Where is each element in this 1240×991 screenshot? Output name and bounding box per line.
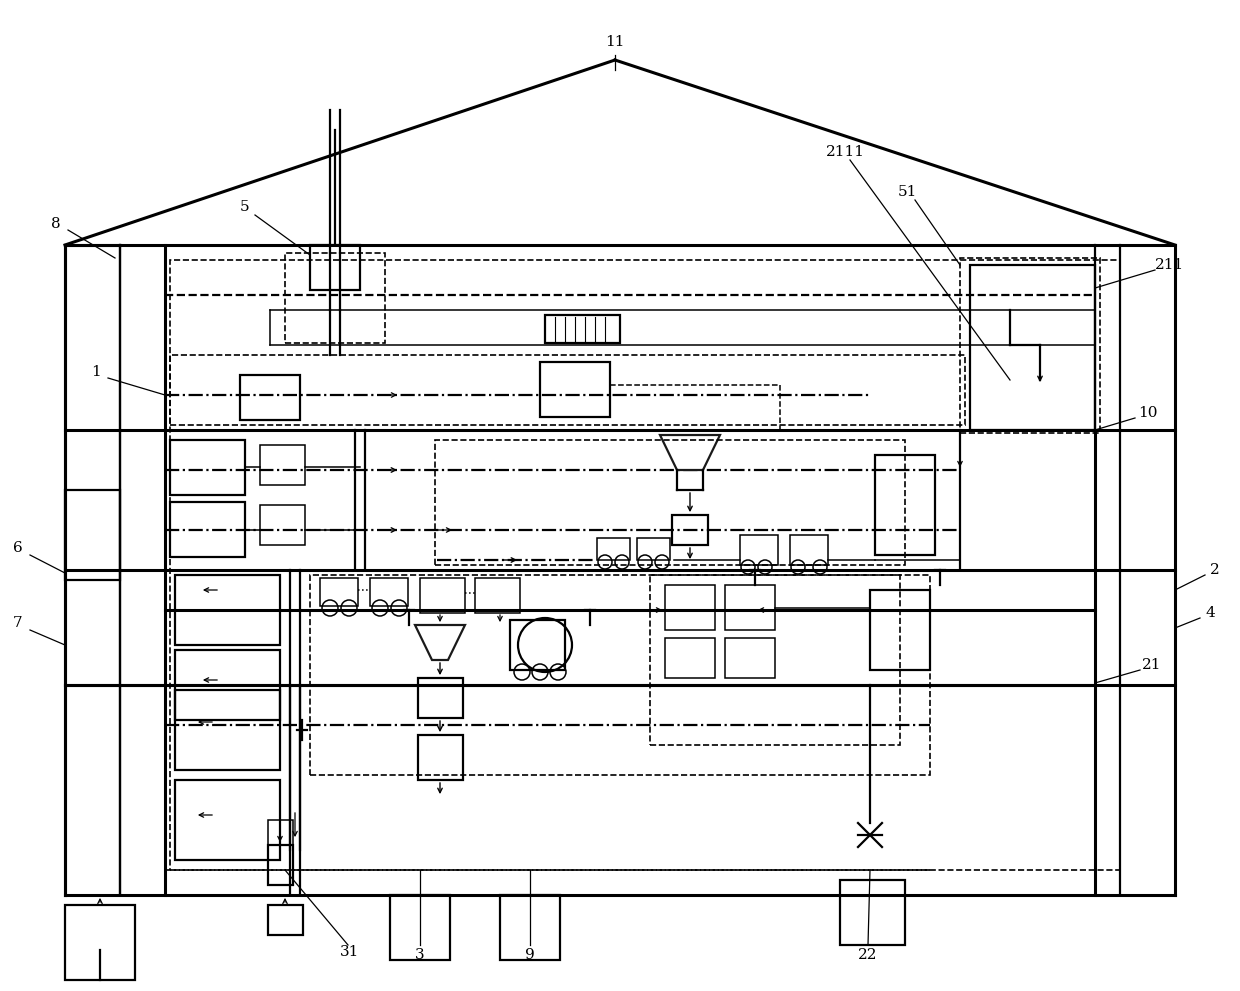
Bar: [310, 575, 930, 775]
Text: 22: 22: [858, 948, 878, 962]
Text: 1: 1: [91, 365, 100, 379]
Text: 2: 2: [1210, 563, 1220, 577]
Bar: [435, 440, 905, 565]
Text: 31: 31: [340, 945, 360, 959]
Bar: [310, 245, 360, 290]
Text: 6: 6: [14, 541, 22, 555]
Bar: [370, 578, 408, 606]
Bar: [64, 905, 135, 980]
Polygon shape: [660, 435, 720, 470]
Bar: [170, 502, 246, 557]
Bar: [650, 575, 900, 745]
Bar: [539, 362, 610, 417]
Bar: [418, 678, 463, 718]
Bar: [725, 585, 775, 630]
Bar: [839, 880, 905, 945]
Bar: [268, 905, 303, 935]
Bar: [64, 490, 120, 580]
Bar: [170, 260, 1120, 870]
Bar: [320, 578, 358, 606]
Bar: [268, 820, 293, 845]
Text: 10: 10: [1138, 406, 1158, 420]
Bar: [870, 590, 930, 670]
Text: 4: 4: [1205, 606, 1215, 620]
Bar: [260, 505, 305, 545]
Bar: [170, 355, 965, 425]
Bar: [970, 265, 1095, 430]
Text: 21: 21: [1142, 658, 1162, 672]
Text: 211: 211: [1156, 258, 1184, 272]
Text: 3: 3: [415, 948, 425, 962]
Bar: [960, 258, 1100, 433]
Bar: [665, 638, 715, 678]
Bar: [672, 515, 708, 545]
Bar: [665, 585, 715, 630]
Bar: [546, 315, 620, 343]
Bar: [175, 575, 280, 645]
Bar: [241, 375, 300, 420]
Bar: [170, 440, 246, 495]
Bar: [391, 895, 450, 960]
Bar: [475, 578, 520, 613]
Bar: [260, 445, 305, 485]
Bar: [725, 638, 775, 678]
Text: 7: 7: [14, 616, 22, 630]
Bar: [175, 650, 280, 720]
Text: 2111: 2111: [826, 145, 864, 159]
Bar: [420, 578, 465, 613]
Bar: [418, 735, 463, 780]
Bar: [637, 538, 670, 560]
Bar: [175, 780, 280, 860]
Text: 8: 8: [51, 217, 61, 231]
Text: 51: 51: [898, 185, 916, 199]
Bar: [790, 535, 828, 565]
Bar: [175, 690, 280, 770]
Bar: [740, 535, 777, 565]
Bar: [596, 538, 630, 560]
Text: 5: 5: [241, 200, 249, 214]
Bar: [285, 253, 384, 343]
Text: 11: 11: [605, 35, 625, 49]
Bar: [500, 895, 560, 960]
Bar: [510, 620, 565, 670]
Polygon shape: [415, 625, 465, 660]
Text: 9: 9: [525, 948, 534, 962]
Bar: [875, 455, 935, 555]
Bar: [268, 845, 293, 885]
